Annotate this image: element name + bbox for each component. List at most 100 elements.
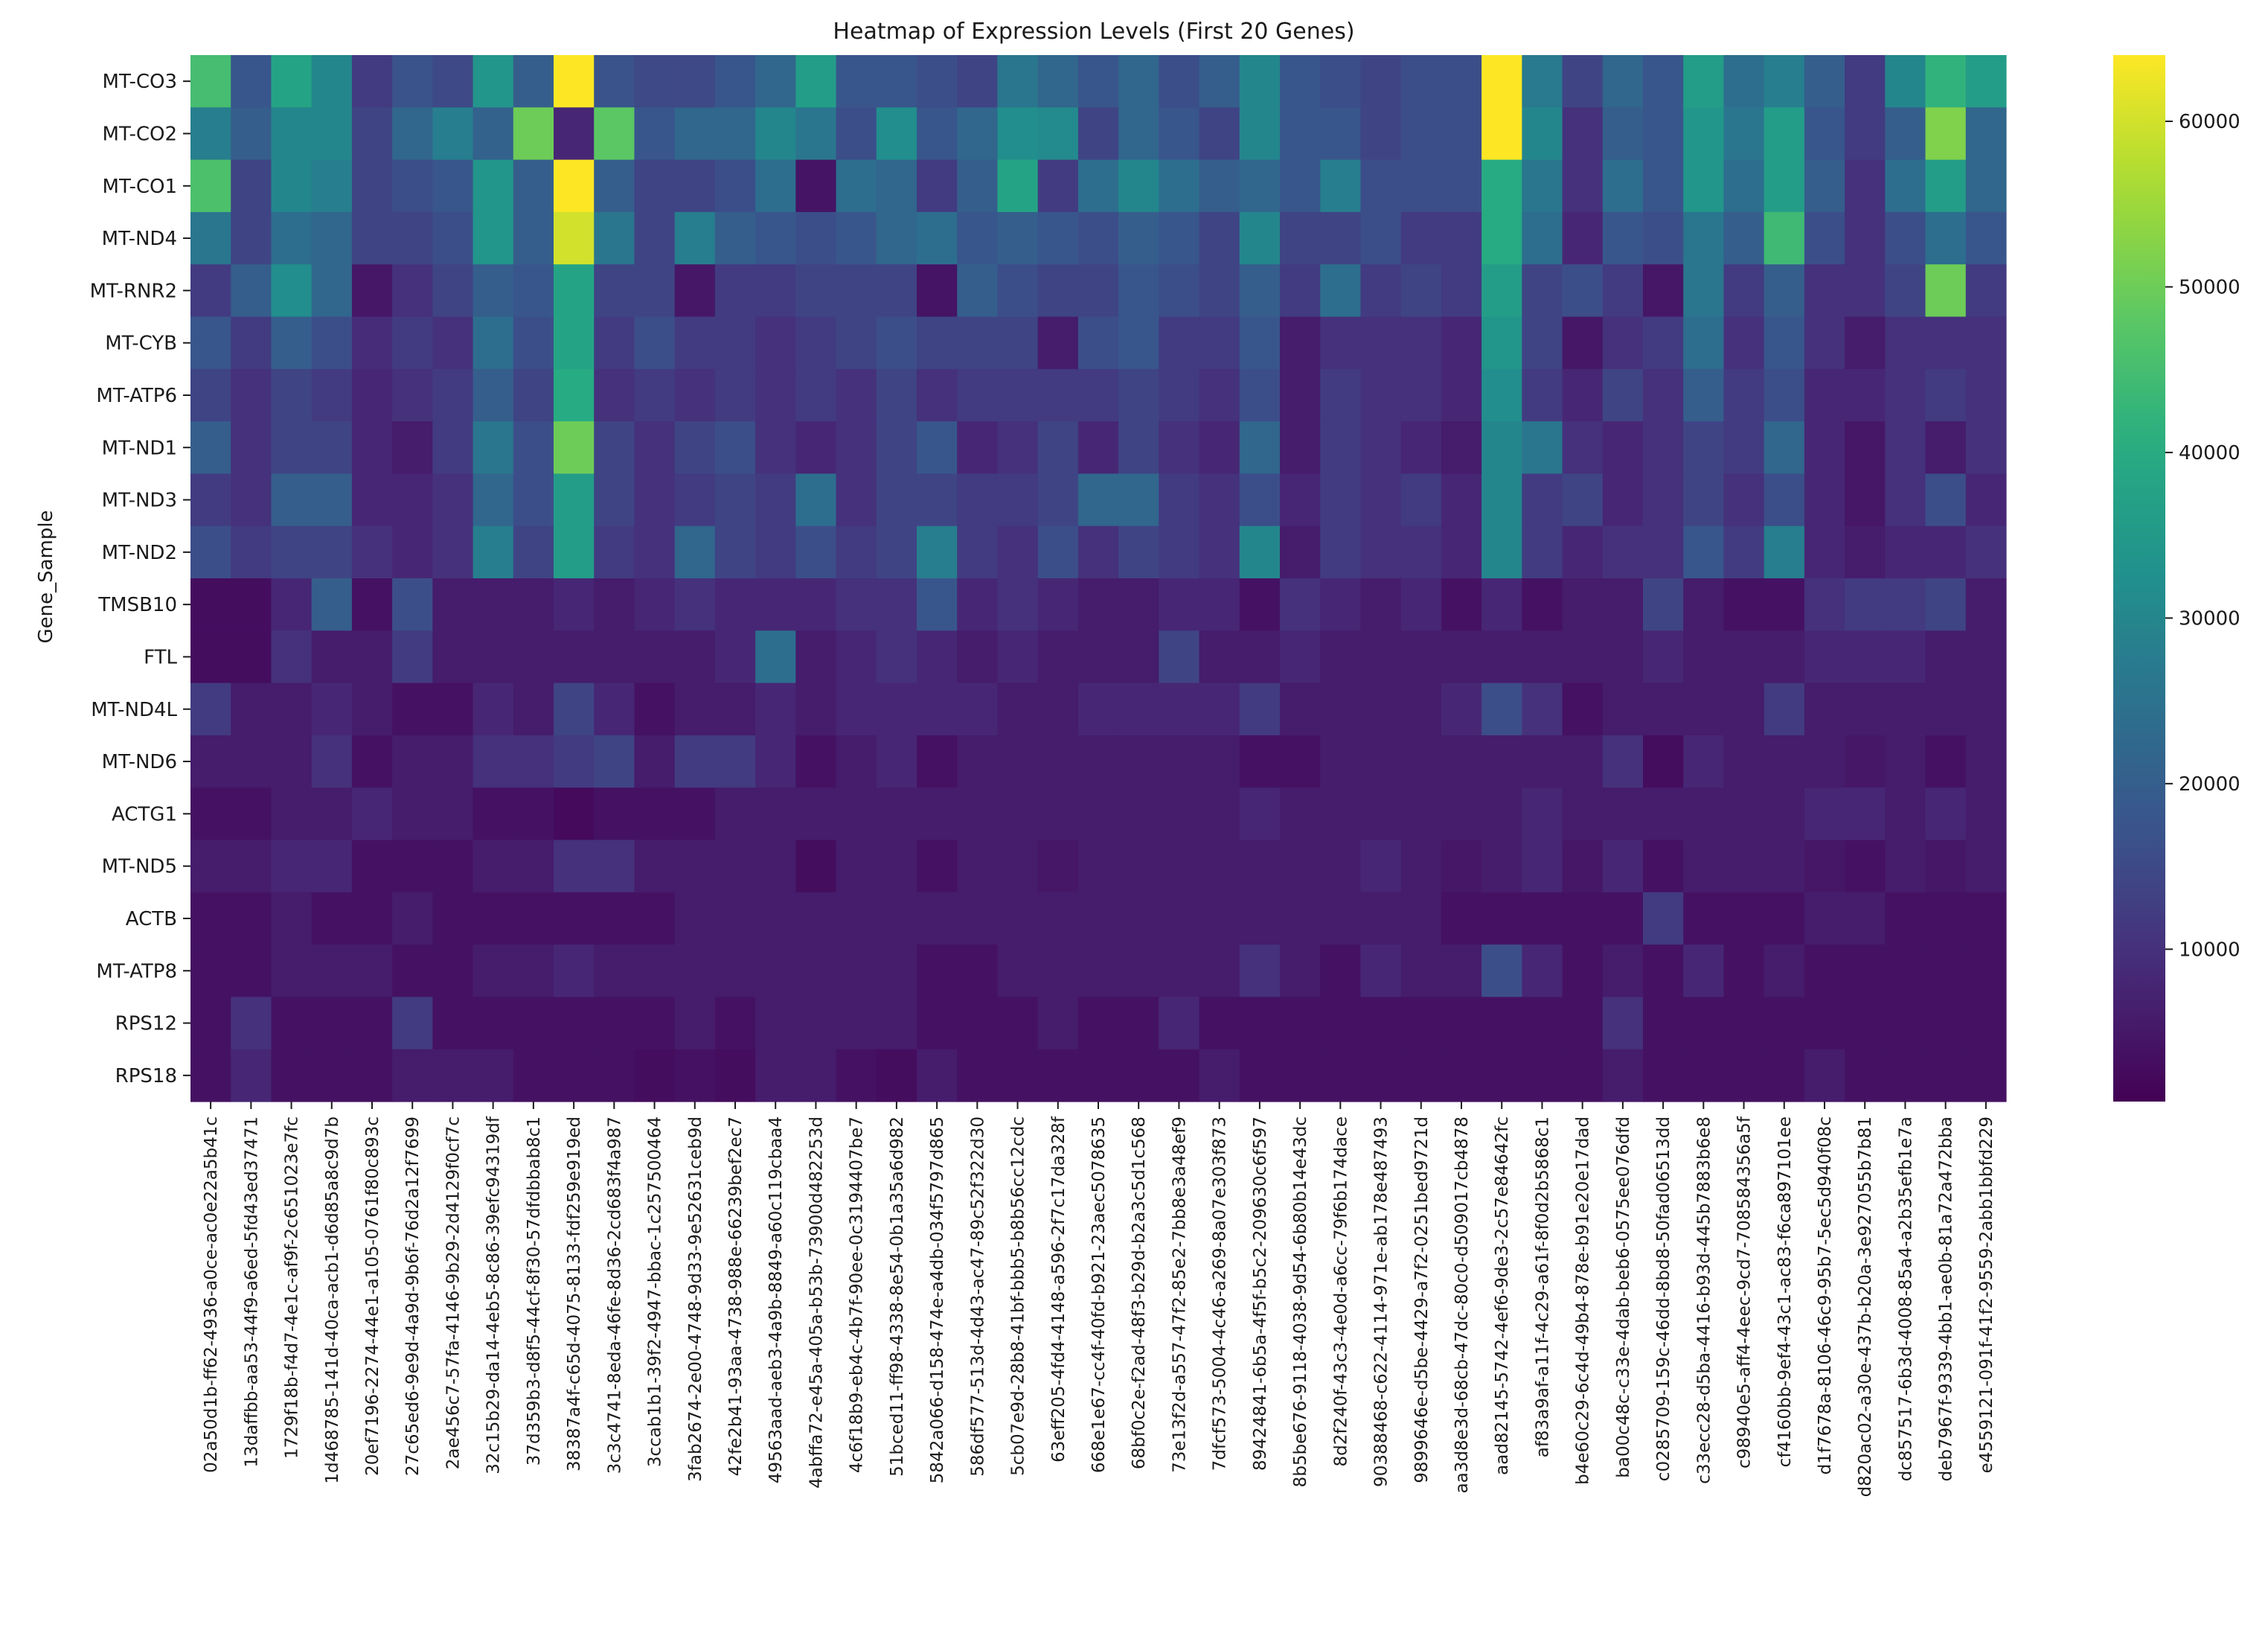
heatmap-cell: [1522, 630, 1563, 684]
heatmap-cell: [957, 945, 999, 997]
heatmap-cell: [1683, 525, 1725, 579]
heatmap-cell: [392, 211, 433, 265]
heatmap-cell: [190, 368, 231, 422]
heatmap-cell: [957, 211, 999, 265]
heatmap-cell: [231, 264, 272, 318]
heatmap-cell: [231, 107, 272, 161]
heatmap-cell: [392, 787, 433, 841]
heatmap-cell: [714, 787, 756, 841]
heatmap-cell: [957, 473, 999, 527]
heatmap-cell: [876, 578, 917, 631]
heatmap-cell: [876, 525, 917, 579]
heatmap-cell: [1360, 630, 1402, 684]
heatmap-cell: [634, 159, 676, 213]
heatmap-cell: [190, 683, 231, 736]
heatmap-cell: [351, 55, 393, 108]
heatmap-cell: [1885, 368, 1926, 422]
heatmap-cell: [917, 368, 958, 422]
heatmap-cell: [957, 683, 999, 736]
heatmap-cell: [1481, 578, 1522, 631]
heatmap-cell: [1037, 787, 1079, 841]
heatmap-cell: [1965, 159, 2007, 213]
heatmap-cell: [997, 840, 1039, 893]
heatmap-cell: [674, 55, 716, 108]
heatmap-cell: [231, 55, 272, 108]
heatmap-cell: [836, 525, 877, 579]
heatmap-cell: [1441, 159, 1482, 213]
heatmap-cell: [311, 159, 353, 213]
heatmap-cell: [1239, 107, 1281, 161]
heatmap-cell: [271, 316, 313, 370]
heatmap-cell: [1643, 787, 1684, 841]
row-label: MT-ND3: [102, 490, 177, 512]
heatmap-cell: [1199, 368, 1240, 422]
heatmap-cell: [755, 945, 796, 997]
heatmap-cell: [432, 316, 474, 370]
heatmap-cell: [1077, 211, 1119, 265]
heatmap-cell: [755, 525, 796, 579]
heatmap-cell: [1723, 368, 1765, 422]
heatmap-cell: [876, 107, 917, 161]
heatmap-cell: [1118, 55, 1159, 108]
column-label: aad82145-5742-4ef6-9de3-2c57e84642fc: [1493, 1116, 1512, 1475]
heatmap-cell: [513, 368, 554, 422]
heatmap-cell: [755, 421, 796, 474]
heatmap-cell: [513, 525, 554, 579]
row-labels: MT-CO3 MT-CO2 MT-CO1 MT-ND4 MT-RNR2 MT-CYB MT-…: [90, 71, 190, 1087]
heatmap-cell: [1159, 735, 1200, 788]
heatmap-cell: [351, 945, 393, 997]
heatmap-cell: [1280, 787, 1321, 841]
heatmap-cell: [1199, 997, 1240, 1050]
column-label: d820ac02-a30e-437b-b20a-3e927055b7b81: [1856, 1116, 1875, 1497]
column-label: d1f7678a-8106-46c9-95b7-5ec5d940f08c: [1816, 1116, 1835, 1474]
column-label: 4abffa72-e45a-405a-b53b-73900d482253d: [807, 1116, 826, 1489]
heatmap-cell: [634, 211, 676, 265]
heatmap-cell: [836, 892, 877, 945]
column-label: 37d359b3-d8f5-44cf-8f30-57dfdbbab8c1: [525, 1116, 544, 1466]
heatmap-cell: [1280, 997, 1321, 1050]
heatmap-cell: [1118, 945, 1159, 997]
heatmap-cell: [1481, 264, 1522, 318]
heatmap-cell: [674, 211, 716, 265]
heatmap-cell: [554, 840, 595, 893]
heatmap-cell: [917, 997, 958, 1050]
heatmap-cell: [1159, 683, 1200, 736]
heatmap-cell: [432, 473, 474, 527]
heatmap-cell: [1320, 892, 1362, 945]
heatmap-cell: [876, 211, 917, 265]
heatmap-cell: [472, 997, 514, 1050]
heatmap-cell: [1764, 55, 1805, 108]
heatmap-cell: [1320, 55, 1362, 108]
heatmap-cell: [1441, 840, 1482, 893]
heatmap-cell: [1965, 997, 2007, 1050]
heatmap-cell: [472, 578, 514, 631]
heatmap-cell: [513, 264, 554, 318]
heatmap-cells: [190, 55, 2007, 1102]
heatmap-cell: [1845, 55, 1886, 108]
heatmap-cell: [634, 630, 676, 684]
heatmap-cell: [1643, 1049, 1684, 1102]
heatmap-cell: [1804, 945, 1845, 997]
heatmap-cell: [432, 840, 474, 893]
column-label: 3fab2674-2e00-4748-9d33-9e52631ceb9d: [686, 1116, 705, 1482]
heatmap-cell: [1683, 107, 1725, 161]
heatmap-cell: [714, 264, 756, 318]
heatmap-cell: [917, 55, 958, 108]
heatmap-cell: [674, 892, 716, 945]
heatmap-cell: [1239, 211, 1281, 265]
heatmap-cell: [472, 264, 514, 318]
heatmap-cell: [432, 421, 474, 474]
heatmap-cell: [1037, 316, 1079, 370]
heatmap-cell: [594, 473, 635, 527]
heatmap-cell: [1845, 264, 1886, 318]
heatmap-cell: [917, 211, 958, 265]
heatmap-cell: [755, 997, 796, 1050]
heatmap-cell: [1804, 316, 1845, 370]
heatmap-cell: [836, 264, 877, 318]
heatmap-cell: [1320, 107, 1362, 161]
heatmap-cell: [392, 892, 433, 945]
heatmap-cell: [1118, 316, 1159, 370]
heatmap-cell: [957, 55, 999, 108]
heatmap-cell: [554, 107, 595, 161]
heatmap-cell: [957, 892, 999, 945]
